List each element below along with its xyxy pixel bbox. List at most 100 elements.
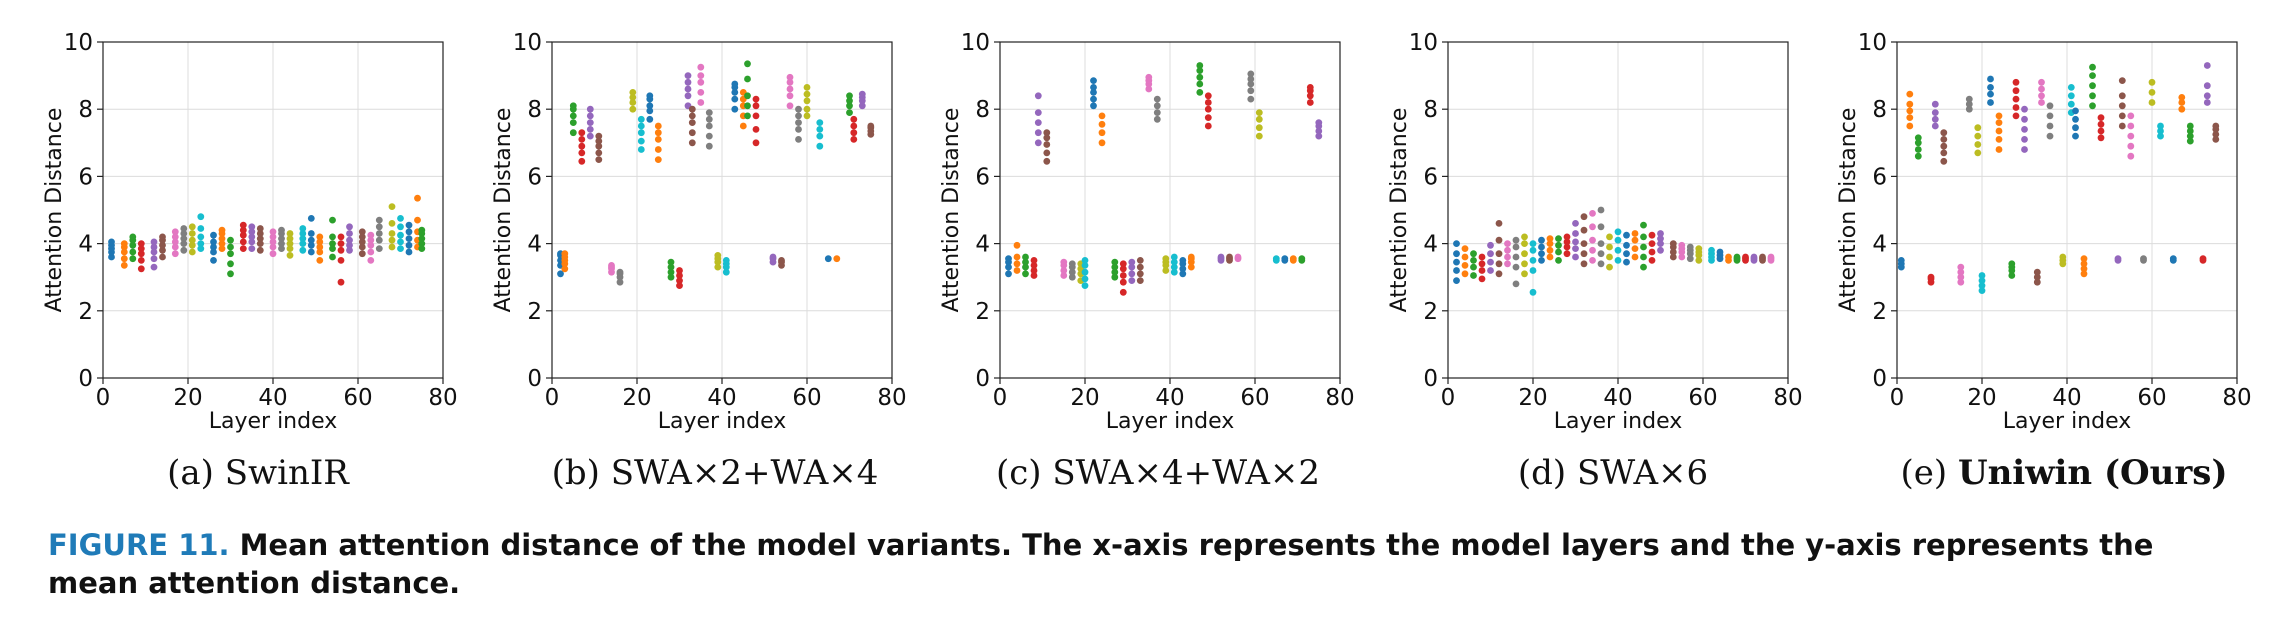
data-point bbox=[1572, 238, 1579, 246]
x-tick-label: 80 bbox=[877, 385, 906, 411]
data-point bbox=[697, 78, 705, 86]
data-point bbox=[1555, 257, 1562, 264]
data-point bbox=[1538, 257, 1545, 264]
data-point bbox=[1226, 253, 1233, 261]
data-point bbox=[667, 258, 675, 266]
data-point bbox=[1306, 99, 1314, 106]
x-tick-label: 80 bbox=[1773, 385, 1802, 411]
data-point bbox=[210, 243, 217, 251]
data-point bbox=[2203, 82, 2211, 90]
data-point bbox=[1767, 253, 1775, 261]
data-point bbox=[1965, 100, 1973, 108]
data-point bbox=[1060, 258, 1068, 266]
data-point bbox=[684, 92, 692, 100]
data-point bbox=[2008, 260, 2016, 268]
data-point bbox=[1965, 95, 1973, 103]
data-point bbox=[1128, 263, 1136, 271]
data-point bbox=[1217, 253, 1225, 261]
data-point bbox=[2046, 112, 2054, 120]
data-point bbox=[2046, 122, 2054, 130]
data-point bbox=[197, 245, 205, 253]
data-point bbox=[1589, 223, 1596, 231]
data-point bbox=[2012, 112, 2020, 120]
data-point bbox=[197, 225, 205, 232]
data-point bbox=[418, 245, 426, 253]
data-point bbox=[646, 92, 654, 100]
data-point bbox=[375, 245, 383, 253]
data-point bbox=[1495, 220, 1503, 227]
data-point bbox=[846, 109, 853, 116]
x-tick-label: 20 bbox=[1518, 385, 1547, 411]
data-point bbox=[1940, 149, 1948, 157]
data-point bbox=[1640, 253, 1647, 261]
y-tick-label: 10 bbox=[961, 30, 990, 56]
data-point bbox=[1678, 241, 1686, 249]
x-tick-label: 60 bbox=[1688, 385, 1717, 411]
data-point bbox=[1013, 267, 1021, 274]
data-point bbox=[731, 80, 739, 88]
y-tick-label: 6 bbox=[1423, 164, 1438, 190]
data-point bbox=[2046, 132, 2054, 140]
data-point bbox=[1504, 253, 1511, 261]
y-tick-label: 4 bbox=[975, 232, 990, 258]
data-point bbox=[1563, 243, 1571, 251]
data-point bbox=[1090, 89, 1097, 96]
data-point bbox=[1657, 235, 1664, 243]
data-point bbox=[248, 223, 256, 231]
data-point bbox=[137, 245, 145, 253]
data-point bbox=[1153, 95, 1161, 103]
data-point bbox=[2118, 122, 2126, 130]
data-point bbox=[744, 112, 751, 120]
data-point bbox=[1470, 257, 1477, 264]
data-point bbox=[388, 230, 396, 237]
data-point bbox=[1995, 136, 2003, 143]
data-point bbox=[1648, 248, 1656, 256]
data-point bbox=[1906, 107, 1914, 115]
data-point bbox=[1957, 268, 1965, 276]
data-point bbox=[108, 253, 115, 261]
data-point bbox=[1145, 85, 1153, 93]
x-tick-label: 80 bbox=[2222, 385, 2251, 411]
data-point bbox=[159, 246, 166, 254]
data-point bbox=[1648, 240, 1656, 248]
data-point bbox=[1204, 114, 1212, 121]
data-point bbox=[2169, 255, 2177, 263]
data-point bbox=[2118, 77, 2126, 84]
data-point bbox=[2127, 122, 2135, 130]
data-point bbox=[1034, 119, 1042, 126]
data-point bbox=[120, 255, 128, 263]
data-point bbox=[286, 235, 294, 243]
data-point bbox=[697, 72, 705, 79]
data-point bbox=[595, 137, 603, 145]
data-point bbox=[1068, 268, 1076, 276]
data-point bbox=[1606, 243, 1613, 251]
data-point bbox=[2203, 62, 2211, 69]
data-point bbox=[129, 248, 137, 256]
data-point bbox=[1487, 267, 1494, 274]
data-point bbox=[1614, 236, 1622, 244]
data-point bbox=[299, 240, 307, 248]
data-point bbox=[578, 157, 586, 165]
data-point bbox=[1623, 231, 1630, 239]
data-point bbox=[375, 236, 383, 244]
chart-panel-b: 0 20 40 60 80 0 2 4 6 8 10 Layer index Attention Dis… bbox=[491, 30, 907, 434]
data-point bbox=[1708, 246, 1715, 254]
data-point bbox=[2212, 131, 2220, 138]
data-point bbox=[676, 277, 683, 284]
data-point bbox=[1995, 112, 2003, 120]
data-point bbox=[2012, 78, 2020, 86]
y-tick-label: 8 bbox=[975, 97, 990, 123]
data-point bbox=[688, 119, 696, 126]
data-point bbox=[586, 125, 594, 133]
data-point bbox=[1686, 243, 1694, 251]
data-point bbox=[2033, 268, 2041, 276]
data-point bbox=[137, 257, 145, 264]
data-point bbox=[769, 253, 777, 261]
data-point bbox=[1495, 236, 1503, 244]
data-point bbox=[418, 235, 426, 243]
data-point bbox=[1068, 260, 1076, 268]
data-point bbox=[2127, 142, 2135, 150]
data-point bbox=[2127, 152, 2135, 160]
data-point bbox=[1978, 272, 1986, 279]
data-point bbox=[307, 236, 315, 244]
